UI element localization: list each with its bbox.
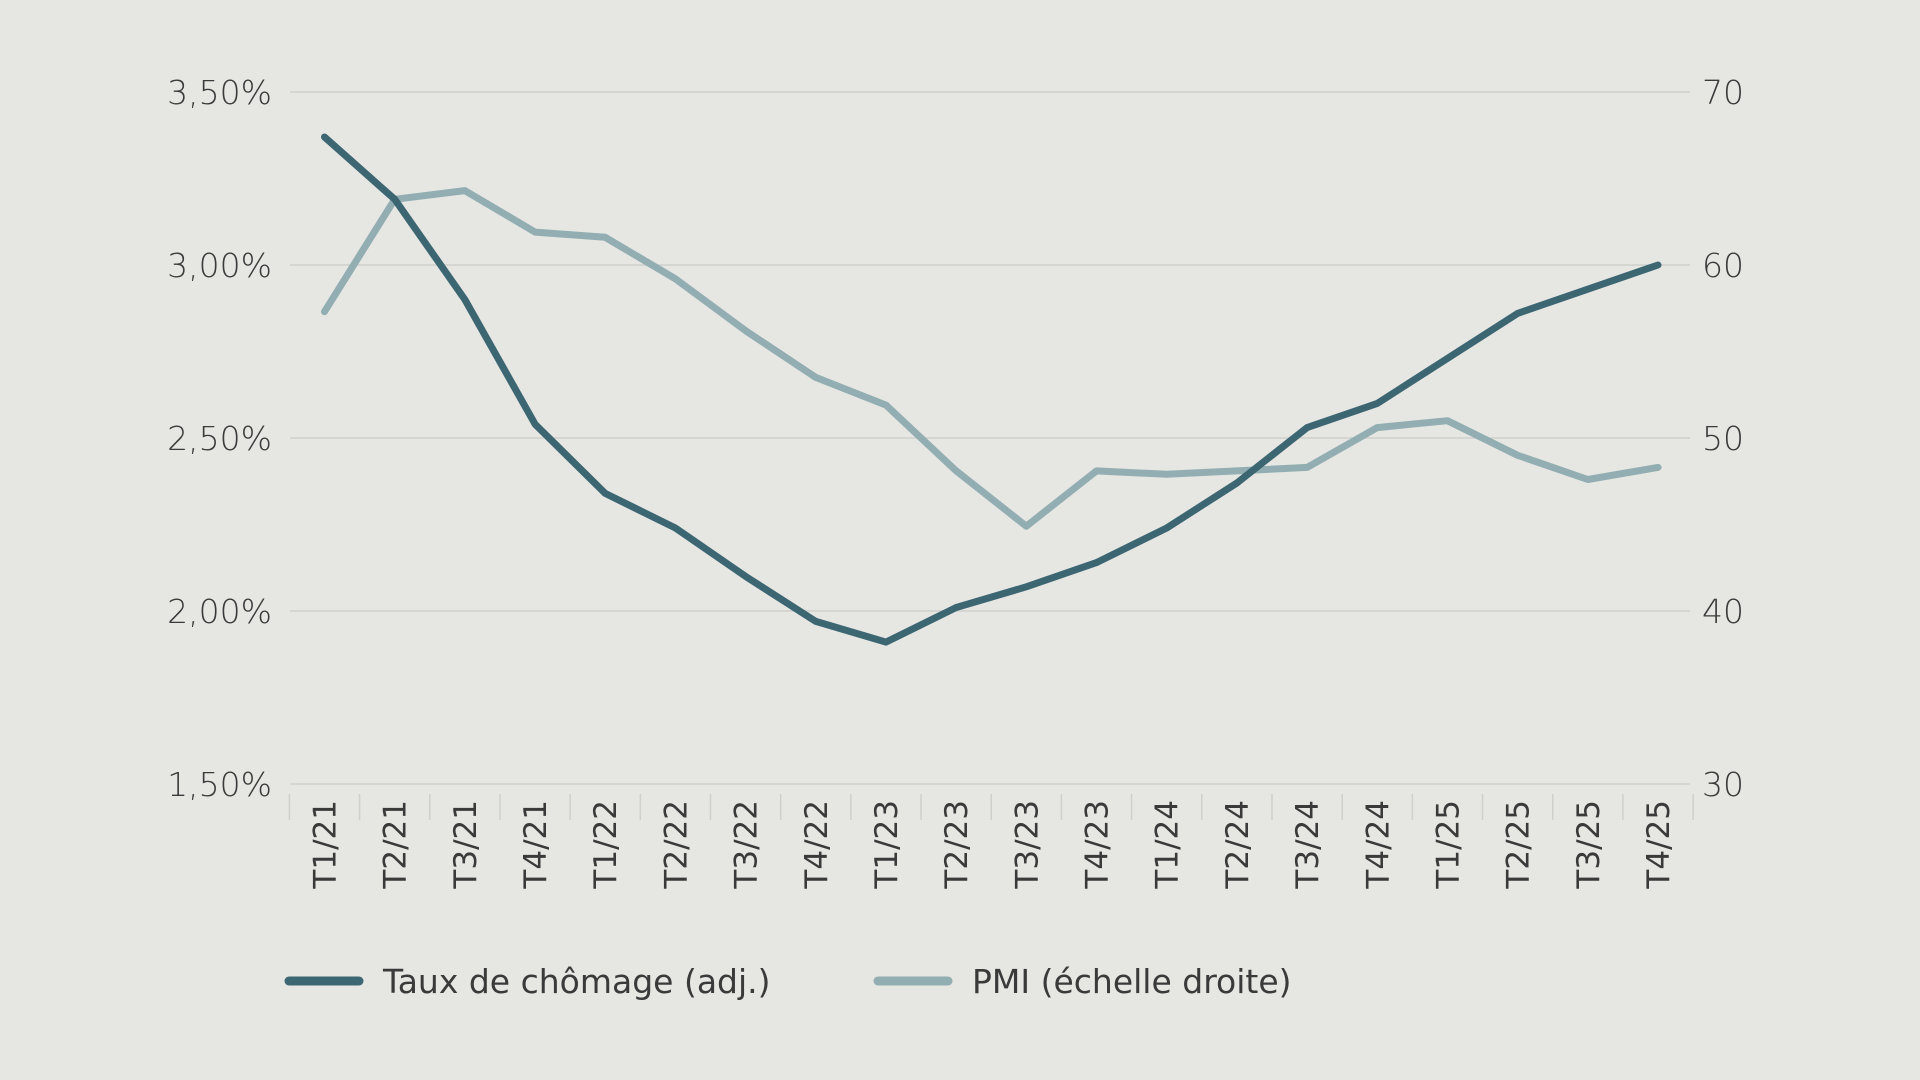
left-axis-tick-label: 1,50%: [167, 765, 272, 804]
x-tick-label: T4/25: [1641, 800, 1677, 890]
x-tick-label: T2/22: [658, 800, 694, 890]
x-tick-label: T2/23: [939, 800, 975, 890]
legend-label: PMI (échelle droite): [972, 962, 1292, 1001]
series-line-pmi: [321, 187, 1662, 530]
x-tick-label: T2/24: [1220, 800, 1256, 890]
right-axis-tick-label: 60: [1702, 246, 1744, 285]
x-tick-label: T4/23: [1080, 800, 1116, 890]
right-axis-tick-label: 40: [1702, 592, 1744, 631]
x-tick-label: T3/21: [448, 800, 484, 890]
left-axis-tick-label: 3,50%: [167, 73, 272, 112]
x-tick-label: T1/23: [869, 800, 905, 890]
x-tick-label: T2/25: [1501, 800, 1537, 890]
right-axis-tick-label: 70: [1702, 73, 1744, 112]
x-tick-label: T1/24: [1150, 800, 1186, 890]
x-tick-label: T4/24: [1360, 800, 1396, 890]
series-line-unemployment: [321, 133, 1662, 646]
x-tick-label: T4/21: [518, 800, 554, 890]
x-tick-label: T3/23: [1009, 800, 1045, 890]
right-axis-tick-label: 50: [1702, 419, 1744, 458]
left-axis-tick-label: 2,00%: [167, 592, 272, 631]
x-tick-label: T3/22: [729, 800, 765, 890]
x-tick-label: T1/21: [308, 800, 344, 890]
x-tick-label: T3/25: [1571, 800, 1607, 890]
x-tick-label: T2/21: [378, 800, 414, 890]
legend-label: Taux de chômage (adj.): [382, 962, 771, 1001]
right-axis-tick-label: 30: [1702, 765, 1744, 804]
x-tick-label: T1/25: [1430, 800, 1466, 890]
x-tick-label: T4/22: [799, 800, 835, 890]
x-tick-label: T1/22: [588, 800, 624, 890]
left-axis-tick-label: 2,50%: [167, 419, 272, 458]
left-axis-tick-label: 3,00%: [167, 246, 272, 285]
x-tick-label: T3/24: [1290, 800, 1326, 890]
